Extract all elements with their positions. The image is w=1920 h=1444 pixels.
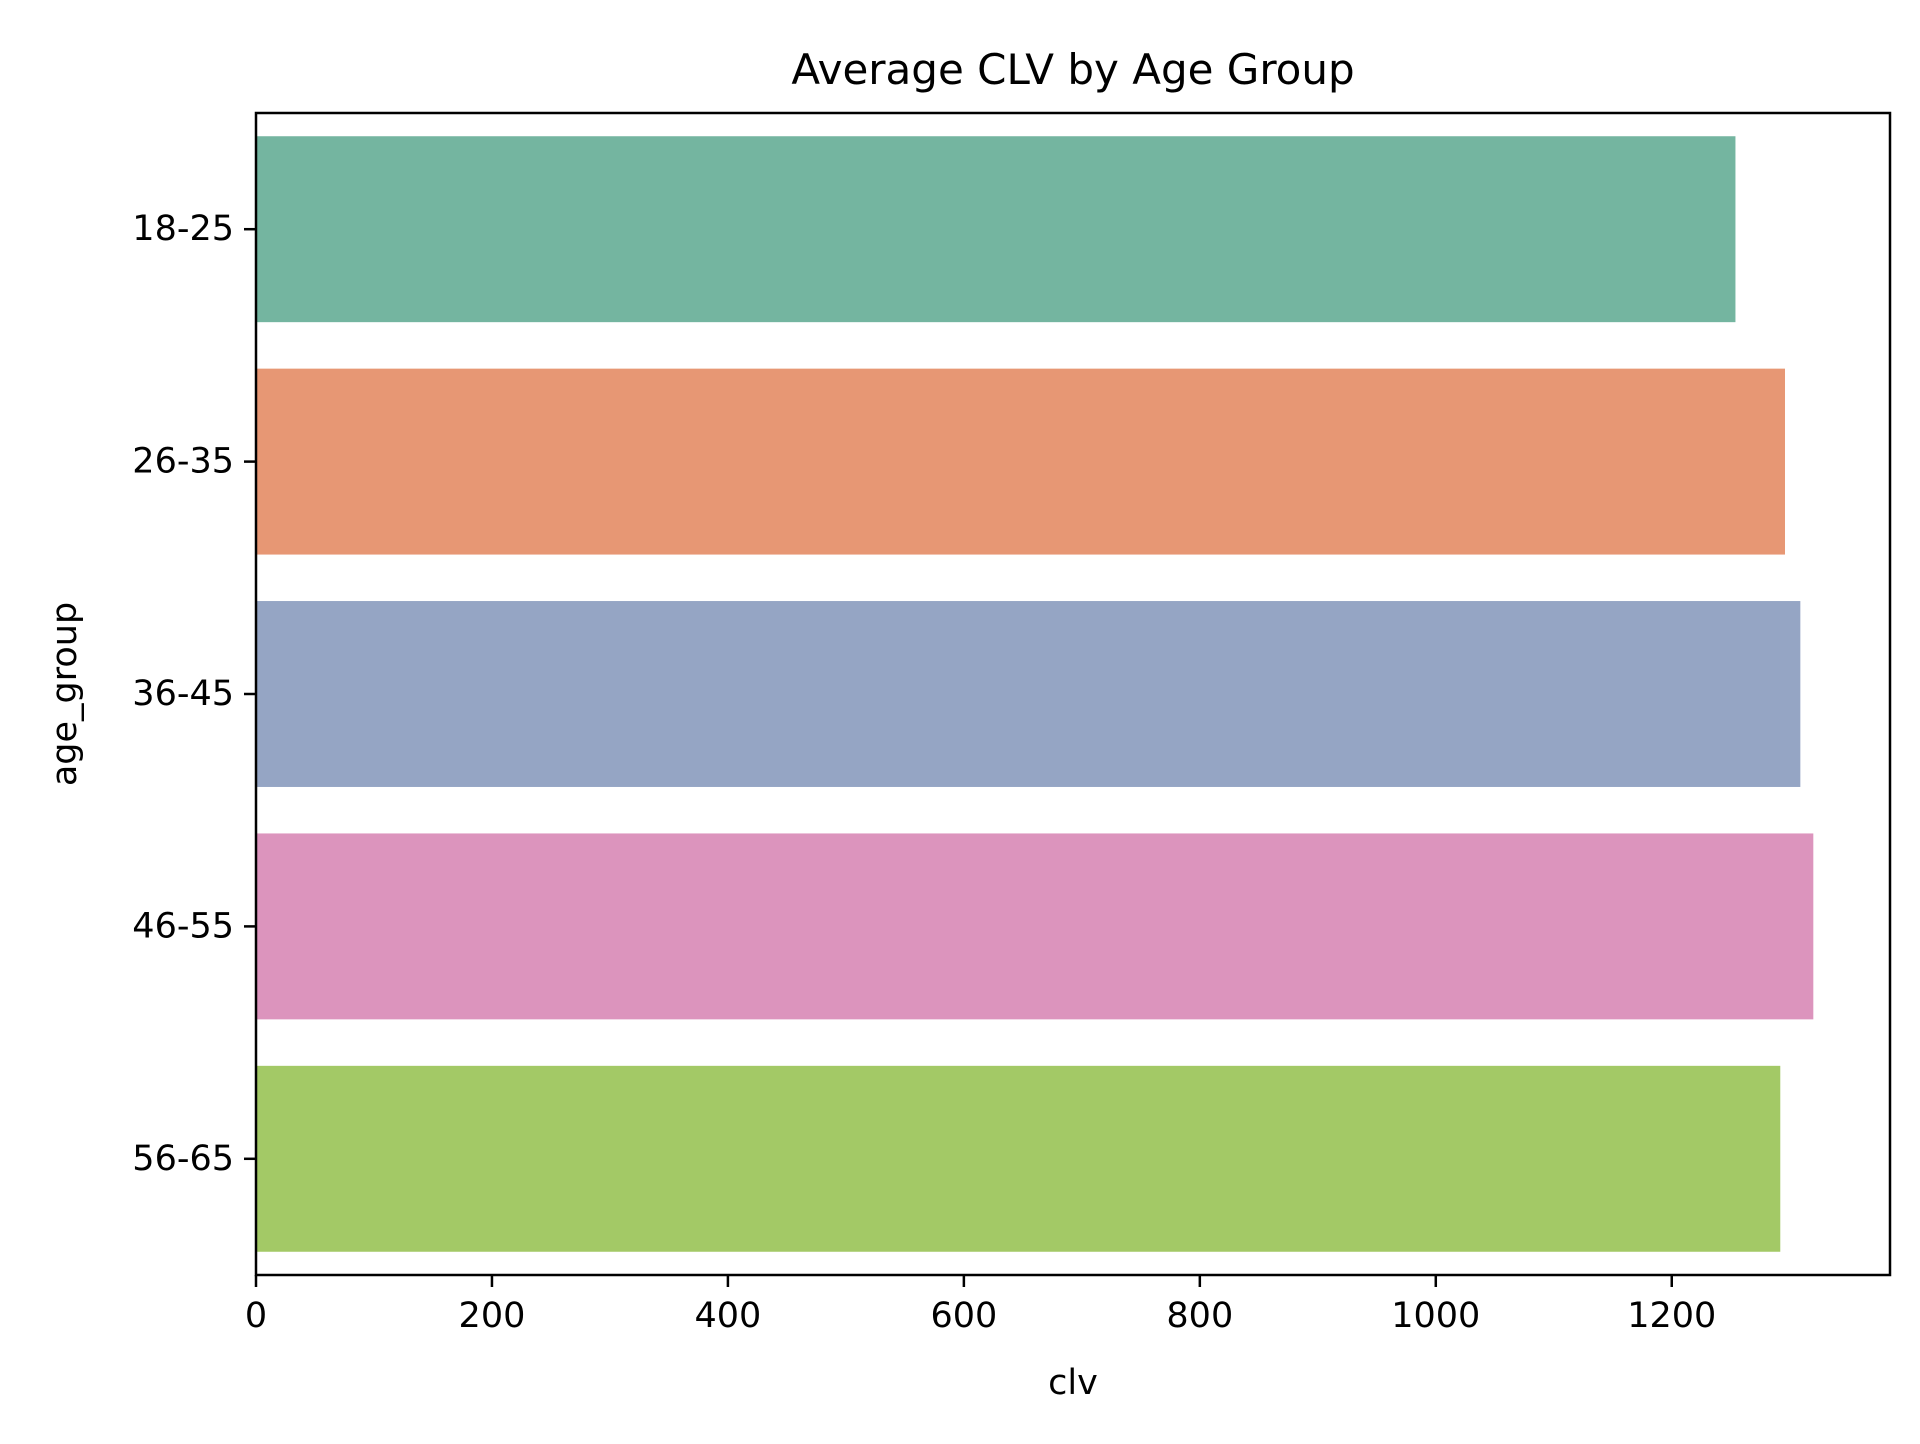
x-tick-label: 1000 — [1391, 1296, 1480, 1336]
x-tick-label: 0 — [245, 1296, 267, 1336]
x-tick-label: 1200 — [1627, 1296, 1716, 1336]
x-tick-label: 200 — [459, 1296, 526, 1336]
bar-26-35 — [256, 368, 1785, 555]
y-tick-label: 18-25 — [132, 209, 234, 249]
y-axis-label: age_group — [45, 602, 85, 786]
chart-title: Average CLV by Age Group — [791, 45, 1354, 94]
x-tick-label: 600 — [930, 1296, 997, 1336]
bar-46-55 — [256, 833, 1814, 1020]
bar-56-65 — [256, 1065, 1781, 1252]
y-tick-label: 36-45 — [132, 674, 234, 714]
bars-group — [256, 136, 1814, 1252]
bar-18-25 — [256, 136, 1736, 323]
x-axis: 0 200 400 600 800 1000 1200 — [245, 1275, 1716, 1336]
y-tick-label: 26-35 — [132, 442, 234, 482]
bar-36-45 — [256, 601, 1801, 787]
plot-frame — [254, 111, 1892, 1277]
x-axis-label: clv — [1048, 1363, 1098, 1403]
y-axis: 18-25 26-35 36-45 46-55 56-65 — [132, 209, 256, 1179]
x-tick-label: 800 — [1166, 1296, 1233, 1336]
x-tick-label: 400 — [695, 1296, 762, 1336]
y-tick-label: 56-65 — [132, 1139, 234, 1179]
y-tick-label: 46-55 — [132, 906, 234, 946]
